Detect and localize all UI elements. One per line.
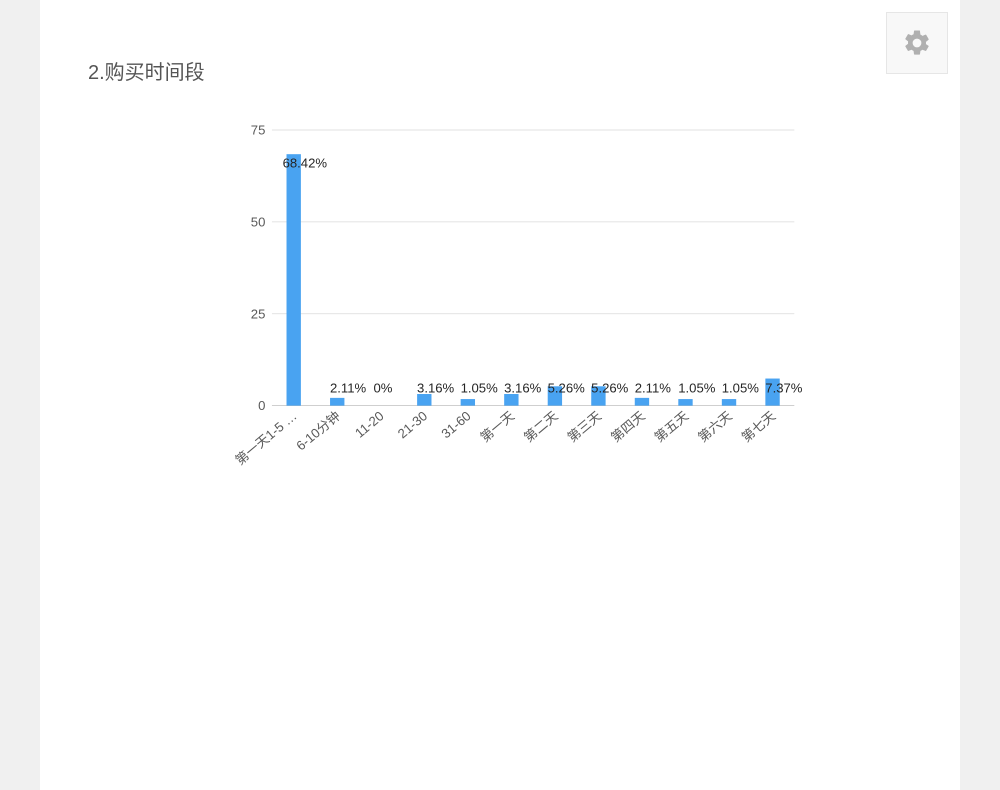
x-axis-label: 第五天 bbox=[651, 407, 691, 445]
bar-value-label: 3.16% bbox=[417, 381, 455, 396]
bar-value-label: 1.05% bbox=[678, 381, 716, 396]
bar bbox=[635, 398, 649, 406]
bar-value-label: 7.37% bbox=[765, 381, 803, 396]
gear-icon bbox=[902, 28, 932, 58]
bar-value-label: 5.26% bbox=[591, 381, 629, 396]
bar-value-label: 0% bbox=[374, 381, 393, 396]
chart-title: 2.购买时间段 bbox=[88, 56, 205, 85]
bar bbox=[330, 398, 344, 406]
bar bbox=[504, 394, 518, 406]
bar bbox=[461, 399, 475, 406]
bar-chart: 025507568.42%第一天1-5 …2.11%6-10分钟0%11-203… bbox=[100, 130, 940, 550]
svg-text:50: 50 bbox=[251, 214, 266, 229]
bar-value-label: 1.05% bbox=[722, 381, 760, 396]
x-axis-label: 第一天1-5 … bbox=[232, 407, 300, 467]
x-axis-label: 第三天 bbox=[564, 407, 604, 445]
x-axis-label: 第七天 bbox=[738, 407, 778, 445]
settings-button[interactable] bbox=[886, 12, 948, 74]
x-axis-label: 第二天 bbox=[520, 407, 560, 445]
bar-value-label: 3.16% bbox=[504, 381, 542, 396]
bar bbox=[678, 399, 692, 406]
bar-value-label: 2.11% bbox=[635, 381, 672, 396]
bar bbox=[722, 399, 736, 406]
x-axis-label: 第四天 bbox=[607, 407, 647, 445]
bar-value-label: 68.42% bbox=[283, 155, 328, 170]
x-axis-label: 11-20 bbox=[352, 408, 387, 440]
bar-value-label: 1.05% bbox=[461, 381, 499, 396]
svg-text:25: 25 bbox=[251, 306, 266, 321]
x-axis-label: 21-30 bbox=[395, 408, 430, 441]
x-axis-label: 31-60 bbox=[438, 408, 473, 441]
chart-card: 2.购买时间段 0 25 50 75 68.42% 第一天1-5 … 2.11% 6-10分钟… bbox=[40, 0, 960, 790]
svg-text:0: 0 bbox=[258, 398, 265, 413]
bar-value-label: 2.11% bbox=[330, 381, 367, 396]
x-axis-label: 第一天 bbox=[477, 407, 517, 445]
bar-value-label: 5.26% bbox=[548, 381, 586, 396]
svg-text:75: 75 bbox=[251, 123, 266, 138]
bar bbox=[417, 394, 431, 406]
x-axis-label: 6-10分钟 bbox=[293, 407, 343, 453]
bar bbox=[287, 154, 301, 405]
x-axis-label: 第六天 bbox=[694, 407, 734, 445]
